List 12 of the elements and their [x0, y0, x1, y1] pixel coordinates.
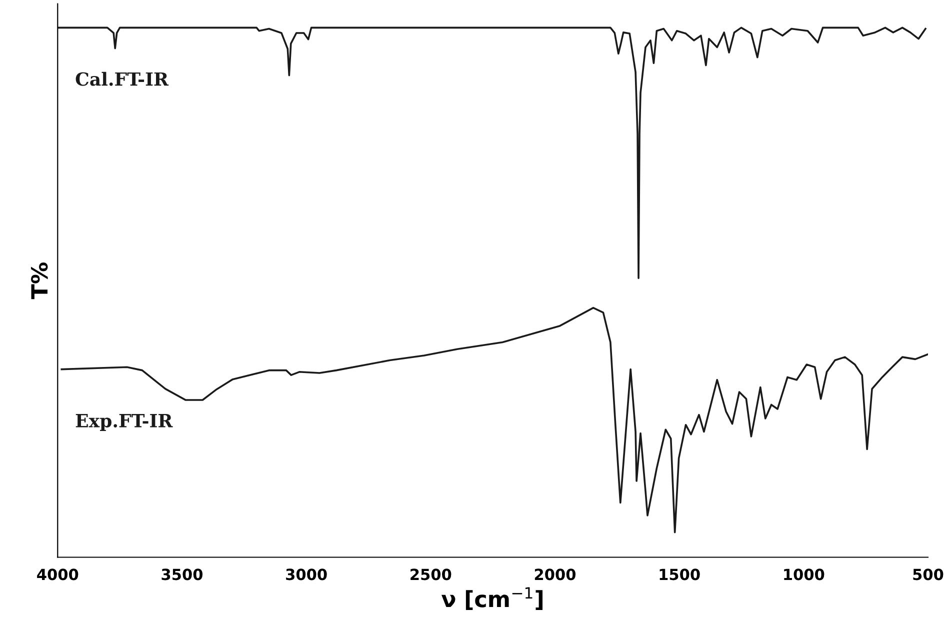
x-tick-label: 2500 [410, 568, 452, 580]
x-tick-label: 2000 [534, 568, 576, 580]
x-tick-label: 500 [913, 568, 944, 580]
x-tick-label: 3000 [286, 568, 327, 580]
x-tick-label: 3500 [162, 568, 203, 580]
x-tick-label: 1500 [660, 568, 700, 580]
series-label: Cal.FT-IR [76, 72, 169, 86]
series-label: Exp.FT-IR [76, 414, 173, 431]
x-tick-label: 1000 [784, 568, 824, 580]
x-tick-label: 4000 [37, 568, 78, 580]
x-axis-title: ν [cm$^{−1}$] [441, 587, 543, 610]
y-axis-title: T% [30, 262, 48, 300]
